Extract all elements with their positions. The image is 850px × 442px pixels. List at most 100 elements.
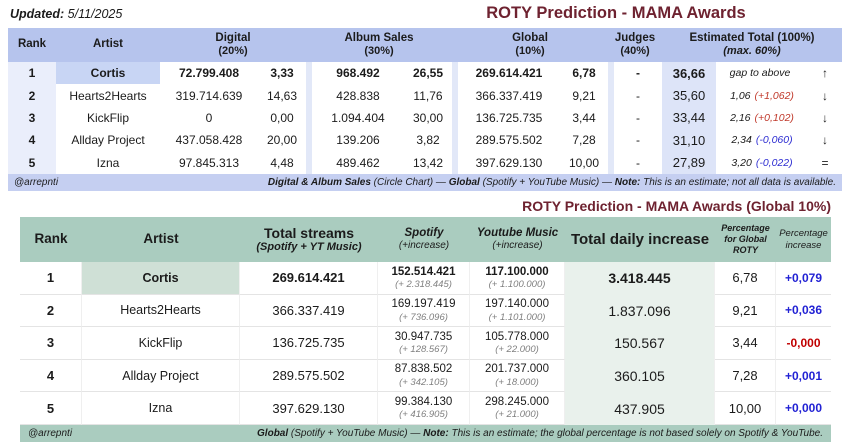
pct-increase: +0,036 [776,295,831,328]
table2-row-1: 1 Cortis 269.614.421 152.514.421 (+ 2.318… [20,262,831,295]
table2-row-2: 2 Hearts2Hearts 366.337.419 169.197.419(… [20,294,831,328]
col-header-global: Global (10%) [452,28,608,62]
trend-arrow-icon: ↓ [822,133,828,148]
artist-cell: Izna [82,392,240,425]
youtube-cell: 105.778.000 (+ 22.000) [470,327,565,360]
gap-diff: (-0,060) [755,134,793,147]
spotify-increase: (+ 2.318.445) [395,279,452,291]
col-header-pct-increase: Percentage increase [776,217,831,262]
col-header-digital: Digital (20%) [160,28,306,62]
table2-row-5: 5 Izna 397.629.130 99.384.130 (+ 416.905)… [20,392,831,425]
album-score: 3,82 [416,133,440,148]
gap-diff: (-0,022) [755,156,793,169]
pct-increase: +0,000 [776,392,831,425]
gap-diff: (+1,062) [754,89,794,102]
col-header-daily-increase: Total daily increase [565,217,715,262]
table1-row-5: 5 Izna 97.845.313 4,48 489.462 13,42 397… [8,151,842,174]
daily-increase: 360.105 [565,359,715,393]
gap-diff: (+0,102) [754,111,794,124]
gap-value: 1,06 [730,89,751,102]
rank-cell: 5 [20,392,82,425]
pct-global-roty: 10,00 [715,392,776,425]
gap-cell: 1,06 (+1,062) [716,84,808,106]
judges-value: - [608,129,662,152]
col-header-artist: Artist [56,28,160,62]
col-header-global-weight: (10%) [515,45,545,58]
col-header-album-label: Album Sales [344,31,414,44]
table2-row-3: 3 KickFlip 136.725.735 30.947.735 (+ 128.… [20,327,831,360]
gap-cell: 2,34 (-0,060) [716,129,808,151]
daily-increase: 3.418.445 [565,262,715,295]
table2-footer: @arrepnti Global (Spotify + YouTube Musi… [20,425,831,442]
footer-digital-album-label: Digital & Album Sales [267,177,371,188]
pct-global-roty: 6,78 [715,262,776,295]
judges-value: - [608,84,662,107]
global-score: 10,00 [568,155,600,170]
gap-value: 2,16 [730,111,751,124]
table2-row-4: 4 Allday Project 289.575.502 87.838.502(… [20,359,831,393]
col-header-artist-label: Artist [143,231,179,247]
rank-cell: 2 [20,294,82,328]
spotify-value: 169.197.419 [391,298,456,311]
digital-value: 437.058.428 [175,133,243,148]
table1: Rank Artist Digital (20%) Album Sales (30%… [8,28,842,174]
trend-arrow-icon: ↑ [822,66,828,81]
spotify-cell: 152.514.421 (+ 2.318.445) [378,262,470,295]
youtube-value: 105.778.000 [485,330,549,343]
digital-score: 4,48 [270,155,294,170]
judges-value: - [608,151,662,174]
youtube-value: 197.140.000 [485,298,549,311]
col-header-estimated-max: (max. 60%) [723,45,781,58]
col-header-daily-label: Total daily increase [570,230,710,248]
col-header-rank-label: Rank [17,38,47,51]
footer-circle-chart: (Circle Chart) — [370,177,449,188]
artist-cell: Cortis [56,62,160,85]
col-header-global-label: Global [512,31,548,44]
table2-header-row: Rank Artist Total streams (Spotify + YT M… [20,217,831,262]
col-header-spotify-label: Spotify [404,226,444,239]
spotify-cell: 87.838.502 (+ 342.105) [378,359,470,393]
rank-cell: 3 [8,106,56,130]
spotify-cell: 30.947.735 (+ 128.567) [378,327,470,360]
global-score: 7,28 [572,133,596,148]
col-header-album-weight: (30%) [364,45,394,58]
total-streams: 366.337.419 [240,294,378,328]
digital-value: 319.714.639 [175,88,243,103]
album-value: 1.094.404 [306,106,404,130]
footer-global-src: (Spotify + YouTube Music) — [479,177,615,188]
col-header-rank: Rank [20,217,82,262]
youtube-cell: 298.245.000 (+ 21.000) [470,392,565,425]
table1-row-1: 1 Cortis 72.799.408 3,33 968.492 26,55 2… [8,62,842,85]
album-value: 139.206 [306,129,404,152]
youtube-value: 117.100.000 [485,265,549,278]
col-header-rank-label: Rank [34,231,68,247]
footer-note-text: This is an estimate; the global percenta… [448,428,823,439]
trend-arrow-icon: ↓ [822,88,828,103]
global-value: 397.629.130 [452,151,560,174]
table1-row-4: 4 Allday Project 437.058.428 20,00 139.2… [8,129,842,152]
table1-row-2: 2 Hearts2Hearts 319.714.639 14,63 428.83… [8,84,842,107]
col-header-youtube-increase: (+increase) [492,240,543,252]
col-header-digital-weight: (20%) [218,45,248,58]
pct-global-roty: 9,21 [715,294,776,328]
trend-arrow-icon: ↓ [822,110,828,125]
judges-value: - [608,62,662,85]
spotify-cell: 169.197.419 (+ 736.096) [378,294,470,328]
total-streams: 136.725.735 [240,327,378,360]
artist-cell: KickFlip [82,327,240,360]
footer-note-text: This is an estimate; not all data is ava… [640,177,836,188]
col-header-digital-label: Digital [215,31,251,44]
spotify-value: 152.514.421 [391,265,456,278]
rank-cell: 4 [8,129,56,152]
youtube-increase: (+ 18.000) [495,376,539,388]
footer-global-label: Global [448,177,480,188]
spotify-increase: (+ 128.567) [399,344,448,356]
rank-cell: 1 [8,62,56,85]
col-header-total-streams: Total streams (Spotify + YT Music) [240,217,378,262]
col-header-artist: Artist [82,217,240,262]
col-header-pct-global: Percentage for Global ROTY [715,217,776,262]
album-value: 968.492 [306,62,404,85]
youtube-cell: 201.737.000 (+ 18.000) [470,359,565,393]
col-header-rank: Rank [8,28,56,62]
spotify-value: 30.947.735 [394,330,453,343]
